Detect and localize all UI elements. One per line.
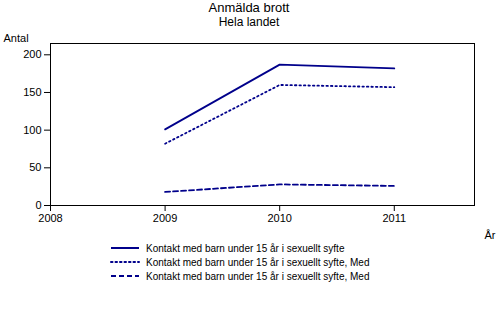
svg-text:200: 200 (23, 48, 41, 60)
svg-text:100: 100 (23, 124, 41, 136)
svg-text:2009: 2009 (153, 212, 177, 224)
svg-text:2008: 2008 (38, 212, 62, 224)
svg-text:Antal: Antal (4, 32, 29, 44)
html-text:Kontakt med barn under 15 år i: Kontakt med barn under 15 år i sexuellt … (146, 270, 370, 282)
svg-text:0: 0 (35, 199, 41, 211)
html-text:Hela landet: Hela landet (218, 15, 280, 29)
html-text:Anmälda brott: Anmälda brott (208, 0, 290, 15)
svg-text:År: År (485, 229, 496, 241)
html-text:Kontakt med barn under 15 år i: Kontakt med barn under 15 år i sexuellt … (146, 256, 370, 268)
svg-text:2011: 2011 (382, 212, 406, 224)
html-text:Kontakt med barn under 15 år i: Kontakt med barn under 15 år i sexuellt … (146, 242, 345, 254)
svg-text:2010: 2010 (267, 212, 291, 224)
svg-text:150: 150 (23, 86, 41, 98)
svg-text:50: 50 (29, 161, 41, 173)
